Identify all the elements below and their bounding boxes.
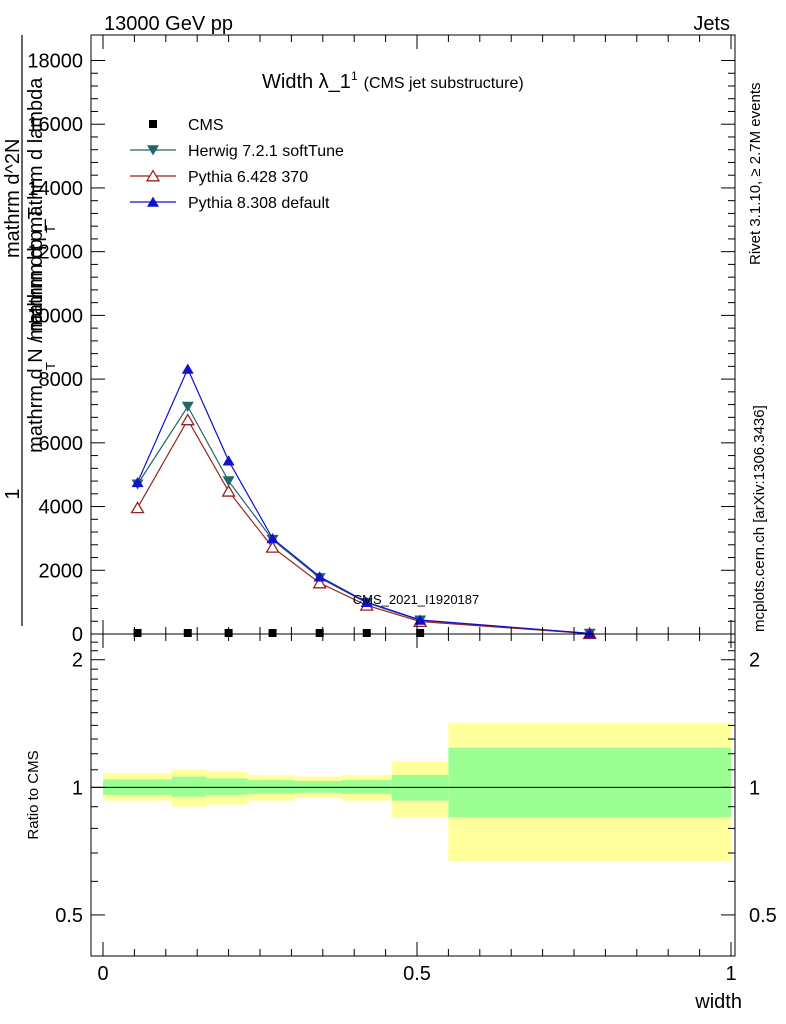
ratio-ytick-label: 1: [72, 777, 83, 799]
main-ytick-label: 18000: [27, 50, 83, 72]
data-point: [583, 627, 596, 639]
data-point: [362, 629, 371, 637]
legend-marker: [147, 196, 159, 207]
ratio-band-inner: [172, 776, 207, 797]
watermark: CMS_2021_I1920187: [353, 592, 480, 607]
data-point: [268, 629, 277, 637]
main-ytick-label: 2000: [39, 560, 84, 582]
main-ytick-label: 4000: [39, 497, 84, 519]
header-right: Jets: [693, 13, 730, 35]
main-y-label: 1 mathrm d N / mathrm d p_T mathrm d^2N …: [2, 35, 58, 626]
main-ytick-label: 8000: [39, 369, 84, 391]
data-point: [181, 401, 194, 412]
data-point: [133, 629, 142, 637]
ratio-panel: 0.5 0.5 1 1 2 2 0 0.5 1 Ratio to CMS width: [25, 633, 777, 1013]
ratio-ytick-label: 2: [72, 650, 83, 672]
y-label-sub-1: T: [43, 225, 58, 233]
legend-label: Herwig 7.2.1 softTune: [188, 143, 344, 160]
series-3: [131, 363, 596, 639]
data-point: [265, 540, 280, 553]
legend-marker: [149, 120, 157, 128]
header-left: 13000 GeV pp: [104, 13, 233, 35]
ratio-ytick-label: 0.5: [55, 905, 83, 927]
ratio-y-label: Ratio to CMS: [25, 750, 42, 839]
data-point: [131, 476, 144, 488]
legend-item: CMS: [149, 117, 224, 134]
main-ytick-label: 12000: [27, 242, 83, 264]
y-label-d2n: mathrm d^2N: [2, 139, 24, 258]
legend-label: Pythia 8.308 default: [188, 195, 330, 212]
series-line: [136, 367, 590, 634]
legend-marker: [147, 145, 159, 156]
rivet-label: Rivet 3.1.10, ≥ 2.7M events: [747, 83, 764, 266]
main-ytick-label: 6000: [39, 433, 84, 455]
ratio-ytick-label-right: 2: [749, 650, 760, 672]
ratio-ytick-label-right: 0.5: [749, 905, 777, 927]
series-line: [137, 418, 590, 635]
data-point: [312, 576, 327, 589]
main-ytick-label: 14000: [27, 178, 83, 200]
y-label-sub-2: T: [43, 362, 58, 370]
data-point: [315, 629, 324, 637]
y-label-num: mathrm d N / mathrm d p_T: [25, 207, 47, 453]
plot-title: Width λ_11 (CMS jet substructure): [262, 69, 524, 93]
main-ytick-label: 10000: [27, 305, 83, 327]
data-point: [130, 501, 145, 514]
ratio-frame: [90, 633, 736, 957]
main-panel: 0 2000 4000 6000 8000 10000 12000 14000 16000 180…: [2, 34, 736, 646]
main-ytick-label: 0: [72, 624, 83, 646]
data-point: [360, 596, 373, 607]
y-label-one: 1: [2, 488, 24, 499]
legend-marker: [145, 169, 161, 182]
ratio-band-inner: [206, 778, 248, 795]
data-point: [181, 363, 194, 374]
data-point: [313, 571, 326, 582]
series-0: [133, 629, 594, 637]
data-point: [222, 455, 235, 466]
data-point: [180, 413, 195, 426]
x-axis-label: width: [694, 991, 742, 1013]
data-point: [222, 476, 235, 487]
legend-item: Pythia 8.308 default: [130, 195, 330, 212]
legend-label: CMS: [188, 117, 224, 134]
data-point: [183, 629, 192, 637]
ratio-band-inner: [448, 747, 731, 818]
xtick-label: 1: [725, 963, 736, 985]
legend-item: Pythia 6.428 370: [130, 169, 308, 186]
legend-item: Herwig 7.2.1 softTune: [130, 143, 344, 160]
legend-label: Pythia 6.428 370: [188, 169, 308, 186]
mcplots-label: mcplots.cern.ch [arXiv:1306.3436]: [751, 405, 768, 632]
y-label-den: mathrm d p mathrm d lambda: [25, 77, 47, 340]
xtick-label: 0.5: [403, 963, 431, 985]
xtick-label: 0: [97, 963, 108, 985]
legend: CMS Herwig 7.2.1 softTune Pythia 6.428 370…: [130, 117, 344, 212]
data-point: [266, 533, 279, 544]
data-point: [221, 484, 236, 497]
data-point: [416, 629, 425, 637]
main-ytick-label: 16000: [27, 114, 83, 136]
ratio-ytick-label-right: 1: [749, 777, 760, 799]
